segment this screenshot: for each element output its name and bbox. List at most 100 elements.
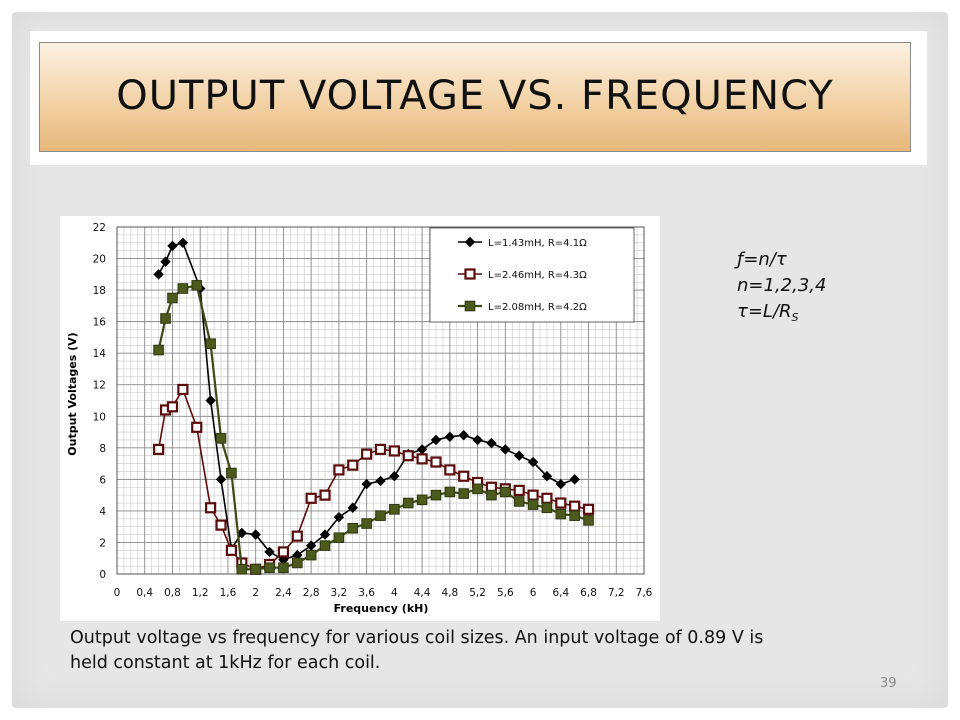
data-point [444,431,456,442]
x-tick-label: 0,4 [136,587,153,599]
x-tick-label: 2 [252,587,259,599]
x-tick-label: 2,4 [275,587,292,599]
data-point [291,557,303,569]
data-point [236,563,248,575]
data-point [215,519,227,531]
y-tick-label: 10 [93,411,106,423]
data-point [191,421,203,433]
data-point [527,499,539,510]
data-point [388,445,400,457]
y-tick-label: 2 [99,537,106,549]
x-tick-label: 2,8 [303,587,320,599]
data-point [541,492,553,504]
data-point [541,502,553,514]
data-point [513,484,525,497]
data-point [486,437,497,449]
formula-line-3-main: τ=L/R [737,301,792,322]
data-point [416,444,428,455]
x-tick-label: 4 [391,587,398,599]
data-point [277,546,290,558]
legend-label: L=1.43mH, R=4.1Ω [488,238,587,249]
data-point [374,443,387,455]
data-point [177,383,189,396]
series-3 [153,280,594,575]
data-point [472,434,483,446]
y-tick-label: 4 [99,506,106,518]
data-point [347,502,358,513]
data-point [291,530,303,542]
series-line [157,387,589,571]
y-tick-label: 14 [93,348,107,360]
chart-legend: L=1.43mH, R=4.1Ω L=2.46mH, R=4.3Ω L=2.08mH… [429,227,635,323]
x-tick-label: 7,2 [608,587,625,599]
data-point [555,497,567,509]
x-axis-label: Frequency (kH) [334,602,429,615]
y-tick-label: 6 [99,474,106,486]
data-point [319,489,331,501]
y-tick-label: 18 [93,285,106,297]
title-box: OUTPUT VOLTAGE VS. FREQUENCY [39,42,911,152]
x-tick-label: 4,4 [414,587,431,599]
y-tick-label: 22 [93,222,106,234]
formula-line-2: n=1,2,3,4 [737,275,827,296]
data-point [347,459,359,471]
data-point [389,471,400,482]
data-point [153,269,164,280]
data-point [402,450,414,462]
data-point [333,532,345,544]
line-chart: 0 0,4 0,8 1,2 1,6 2 2,4 2,8 3,2 3,6 4 4,4 4,8 5,2 5,6 6… [60,216,660,621]
formula-line-1: ƒ=n/τ [737,249,787,270]
data-point [153,344,164,356]
x-tick-label: 4,8 [441,587,458,599]
title-frame: OUTPUT VOLTAGE VS. FREQUENCY [30,31,927,165]
y-tick-label: 20 [93,254,106,266]
data-point [264,546,275,558]
data-point [430,434,442,446]
data-point [177,237,189,248]
data-point [205,395,216,406]
data-point [177,283,189,294]
data-point [160,256,171,267]
legend-label: L=2.46mH, R=4.3Ω [488,270,587,281]
y-tick-label: 12 [93,380,106,392]
data-point [569,474,580,485]
data-point [305,549,317,561]
data-point [375,475,386,487]
x-tick-label: 3,6 [358,587,375,599]
x-tick-label: 1,6 [220,587,237,599]
data-point [191,280,203,291]
data-point [472,483,483,495]
data-point [264,562,275,573]
data-point [361,448,373,460]
x-tick-label: 3,2 [331,587,348,599]
data-point [527,489,539,501]
y-tick-label: 16 [93,317,107,329]
data-point [513,450,525,461]
figure-caption: Output voltage vs frequency for various … [70,628,764,673]
data-point [458,488,470,499]
data-point [333,464,345,476]
chart-axes: 0 0,4 0,8 1,2 1,6 2 2,4 2,8 3,2 3,6 4 4,4 4,8 5,2 5,6 6… [93,222,653,599]
data-point [278,562,289,573]
y-axis-label: Output Voltages (V) [66,332,79,455]
data-point [583,515,594,526]
data-point [430,489,442,501]
data-point [582,503,595,515]
data-point [500,486,511,498]
data-point [444,464,456,476]
page-number: 39 [880,676,897,691]
plot-border [116,226,645,575]
chart-container: 0 0,4 0,8 1,2 1,6 2 2,4 2,8 3,2 3,6 4 4,4 4,8 5,2 5,6 6… [60,216,660,621]
data-point [215,474,227,485]
x-tick-label: 0,8 [164,587,181,599]
x-tick-label: 5,2 [469,587,486,599]
x-tick-label: 5,6 [497,587,514,599]
data-point [555,508,567,520]
data-point [205,338,216,350]
data-point [458,470,470,482]
legend-marker [464,300,476,312]
data-point [569,510,580,521]
data-point [444,486,456,498]
data-point [225,544,238,556]
data-point [166,401,179,413]
